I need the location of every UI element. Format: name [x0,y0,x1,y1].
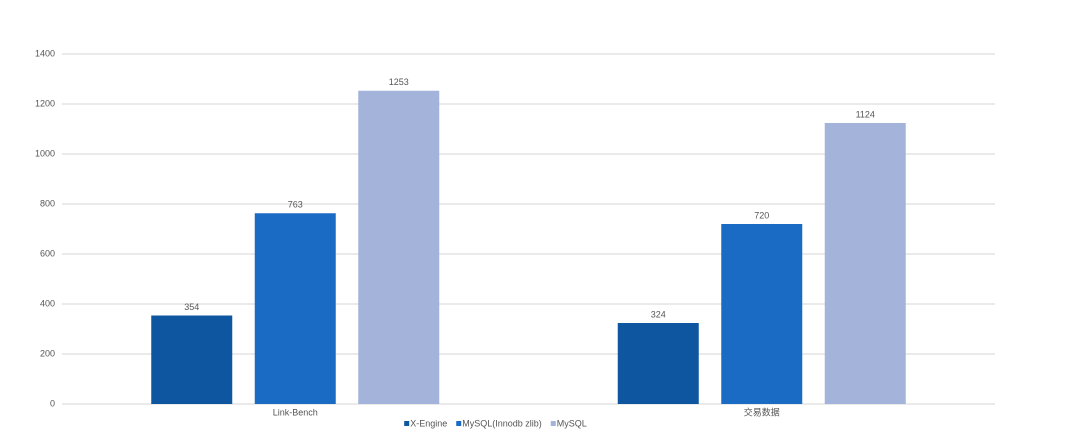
y-tick-label: 400 [40,298,55,308]
y-tick-label: 200 [40,348,55,358]
y-tick-label: 600 [40,248,55,258]
value-label: 1124 [856,109,875,119]
bar [151,315,233,404]
legend-swatch [456,421,462,426]
bar [721,224,803,404]
value-label: 324 [651,309,666,319]
bar [358,90,440,404]
y-tick-label: 800 [40,198,55,208]
x-tick-label: 交易数据 [744,406,780,417]
value-label: 720 [754,210,769,220]
x-tick-label: Link-Bench [273,407,318,417]
legend-label: X-Engine [410,418,447,428]
bar [824,123,906,404]
value-label: 1253 [389,77,409,87]
bar [254,213,336,404]
y-tick-label: 1400 [35,48,55,58]
legend-swatch [404,421,410,426]
bar [617,323,699,404]
y-tick-label: 0 [50,398,55,408]
value-label: 763 [288,200,303,210]
legend-label: MySQL [557,418,587,428]
legend-swatch [550,421,556,426]
y-tick-label: 1200 [35,98,55,108]
legend-label: MySQL(Innodb zlib) [462,418,542,428]
value-label: 354 [184,302,199,312]
y-tick-label: 1000 [35,148,55,158]
legend: X-Engine MySQL(Innodb zlib) MySQL [404,418,587,428]
